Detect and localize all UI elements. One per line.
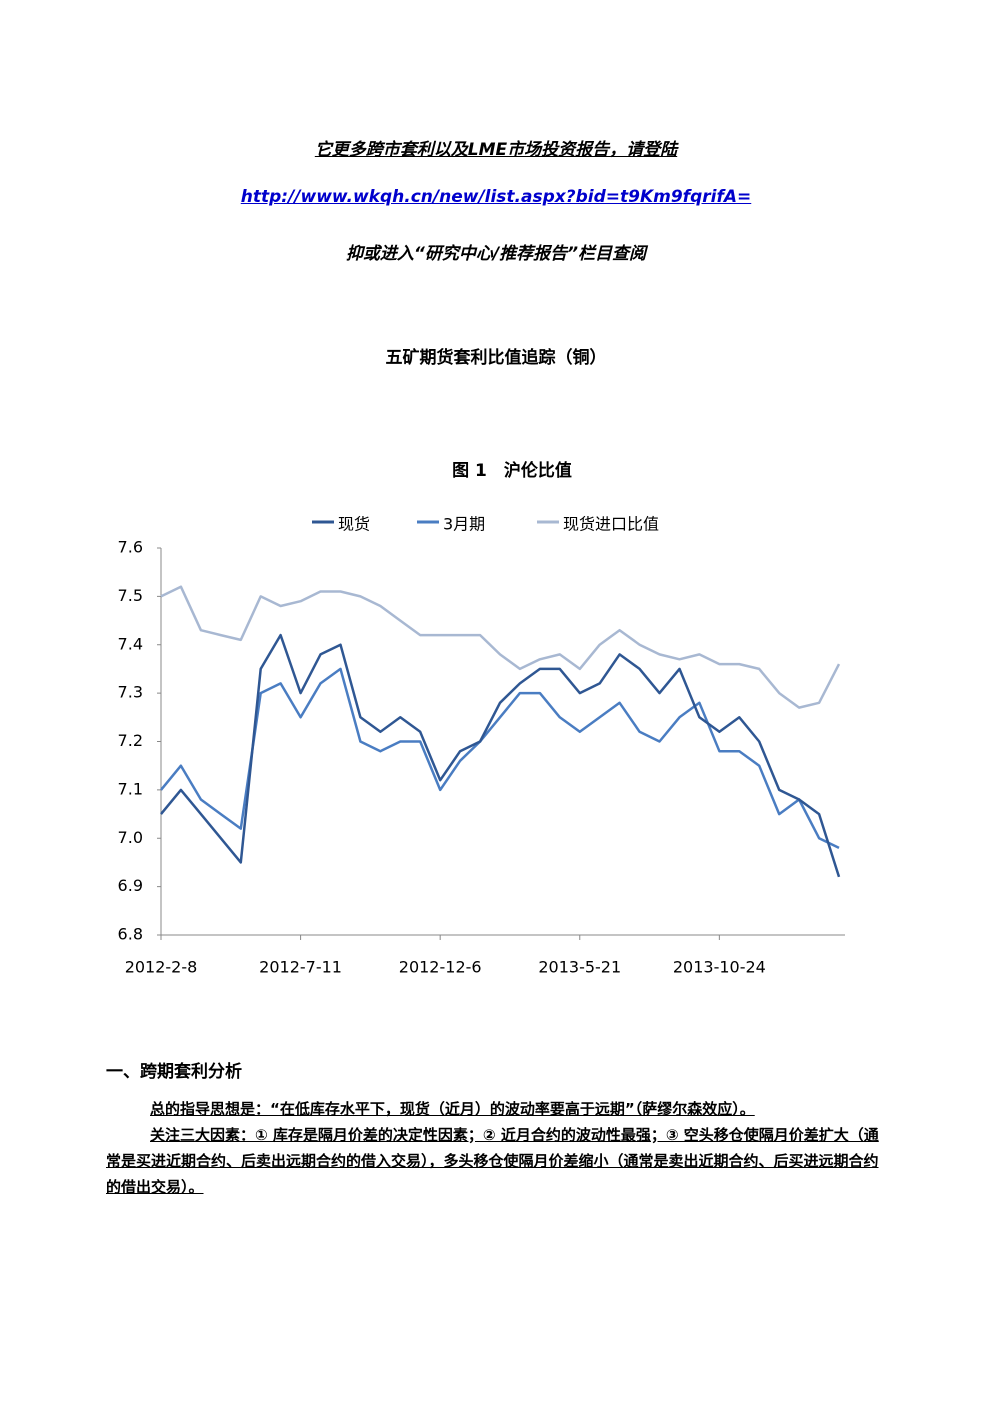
legend-label: 现货 <box>338 515 370 534</box>
paragraph: 总的指导思想是：“在低库存水平下，现货（近月）的波动率要高于远期”（萨缪尔森效应… <box>150 1100 755 1118</box>
chart-title: 图 1 沪伦比值 <box>452 460 572 481</box>
y-tick-label: 7.3 <box>118 683 143 702</box>
legend-label: 现货进口比值 <box>563 515 659 534</box>
x-tick-label: 2013-10-24 <box>673 958 766 977</box>
y-tick-label: 6.9 <box>118 876 143 895</box>
section: 一、跨期套利分析 总的指导思想是：“在低库存水平下，现货（近月）的波动率要高于远… <box>106 1057 888 1200</box>
y-tick-label: 7.5 <box>118 586 143 605</box>
section-heading: 一、跨期套利分析 <box>106 1062 242 1082</box>
y-tick-label: 7.6 <box>118 538 143 557</box>
x-tick-label: 2013-5-21 <box>538 958 621 977</box>
series-line <box>160 585 841 709</box>
chart: 图 1 沪伦比值 6.8 6.9 7.0 7.1 7.2 7.3 7.4 7.5 7.6 2012… <box>118 460 845 977</box>
x-tick-label: 2012-2-8 <box>125 958 198 977</box>
y-tick-label: 7.2 <box>118 731 143 750</box>
doc-title: 五矿期货套利比值追踪（铜） <box>385 348 607 368</box>
y-tick-label: 7.0 <box>118 828 143 847</box>
header-line: 它更多跨市套利以及LME市场投资报告，请登陆 <box>314 140 678 160</box>
series-line <box>160 667 840 850</box>
paragraph: 关注三大因素：① 库存是隔月价差的决定性因素；② 近月合约的波动性最强；③ 空头… <box>106 1126 879 1196</box>
y-tick-label: 7.4 <box>118 634 143 653</box>
series-line <box>160 633 841 878</box>
y-tick-label: 7.1 <box>118 779 143 798</box>
link[interactable]: http://www.wkqh.cn/new/list.aspx?bid=t9K… <box>240 187 752 207</box>
legend-label: 3月期 <box>443 515 485 534</box>
y-tick-label: 6.8 <box>118 925 143 944</box>
x-tick-label: 2012-12-6 <box>399 958 482 977</box>
x-tick-label: 2012-7-11 <box>259 958 342 977</box>
header-line: 抑或进入“研究中心/推荐报告”栏目查阅 <box>345 244 647 264</box>
